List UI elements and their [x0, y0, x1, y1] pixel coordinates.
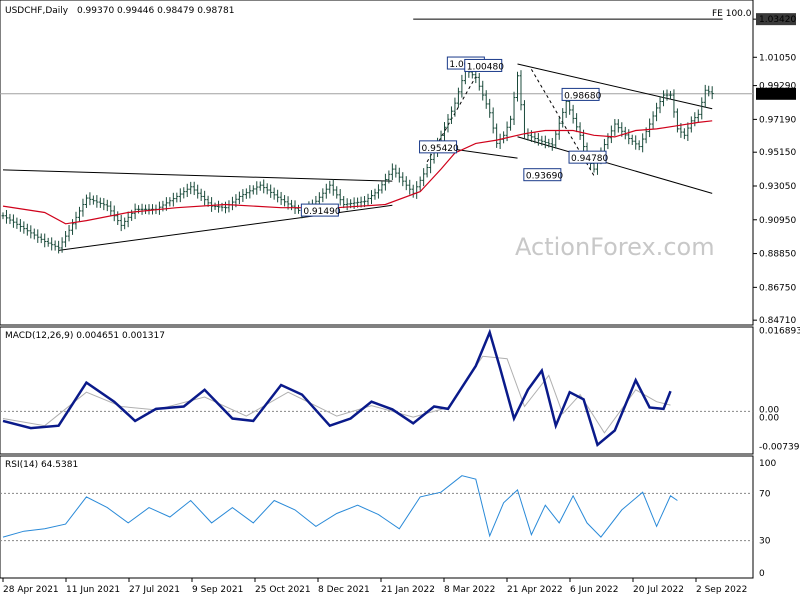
trendline: [517, 136, 713, 194]
date-axis-label: 11 Jun 2021: [66, 585, 120, 595]
rsi-panel-title: RSI(14) 64.5381: [5, 460, 78, 470]
date-axis-label: 6 Jun 2022: [570, 585, 618, 595]
macd-axis-label: 0.00: [759, 405, 779, 415]
date-axis-label: 9 Sep 2021: [192, 585, 243, 595]
date-axis-label: 20 Jul 2022: [633, 585, 684, 595]
price-panel-title: USDCHF,Daily 0.99370 0.99446 0.98479 0.9…: [5, 6, 234, 16]
price-label-text: 0.94780: [571, 154, 608, 164]
price-label-text: 0.91490: [303, 207, 340, 217]
price-axis-label: 0.99290: [759, 82, 796, 92]
rsi-axis-label: 70: [759, 489, 771, 499]
fe-tag-text: 1.03420: [759, 15, 796, 25]
macd-signal-line: [2, 355, 671, 434]
price-label-box: [523, 168, 562, 182]
fe-tag-box: [756, 13, 796, 26]
price-axis-label: 0.84710: [759, 316, 796, 326]
price-label-box: [419, 140, 458, 154]
macd-axis-label: 0.00: [759, 413, 779, 423]
price-axis-label: 1.01050: [759, 53, 796, 63]
rsi-plot: 100 70 30 0: [0, 459, 776, 579]
price-plot: FE 100.01.006301.004800.986800.954200.94…: [0, 9, 796, 326]
rsi-line: [2, 475, 678, 538]
price-axis-label: 0.88850: [759, 250, 796, 260]
price-label-box: [464, 58, 503, 72]
date-axis-label: 25 Oct 2021: [255, 585, 311, 595]
fe-level-label: FE 100.0: [712, 9, 752, 19]
price-label-text: 0.98680: [564, 91, 601, 101]
price-panel-frame: [0, 0, 754, 326]
date-axis: 28 Apr 2021 11 Jun 2021 27 Jul 2021 9 Sep 2…: [2, 578, 747, 595]
rsi-axis-label: 100: [759, 459, 776, 469]
ohlc-label: 0.99370 0.99446 0.98479 0.98781: [77, 6, 234, 16]
date-axis-label: 8 Mar 2022: [444, 585, 495, 595]
date-axis-label: 8 Dec 2021: [318, 585, 370, 595]
date-axis-label: 21 Jan 2022: [381, 585, 435, 595]
current-price-tag-text: 0.98781: [759, 90, 796, 100]
macd-plot: 0.016893 0.000.00 -0.007393: [0, 326, 800, 453]
watermark-text: ActionForex.com: [515, 233, 715, 261]
trendline: [2, 169, 393, 182]
date-axis-label: 21 Apr 2022: [507, 585, 563, 595]
price-label-box: [561, 87, 600, 101]
price-axis-label: 0.97190: [759, 115, 796, 125]
price-label-box: [300, 203, 339, 217]
macd-panel-title: MACD(12,26,9) 0.004651 0.001317: [5, 331, 165, 341]
macd-line: [2, 328, 672, 447]
current-price-tag-box: [756, 87, 796, 100]
price-label-box: [568, 150, 607, 164]
rsi-panel-frame: [0, 455, 754, 579]
price-axis-label: 0.90950: [759, 216, 796, 226]
price-label-text: 1.00480: [467, 62, 504, 72]
price-axis-label: 0.93050: [759, 182, 796, 192]
rsi-axis-label: 0: [759, 569, 765, 579]
date-axis-label: 2 Sep 2022: [696, 585, 747, 595]
price-axis-label: 0.86750: [759, 283, 796, 293]
date-axis-label: 28 Apr 2021: [3, 585, 59, 595]
price-axis-label: 0.95150: [759, 148, 796, 158]
macd-panel-frame: [0, 326, 754, 455]
date-axis-label: 27 Jul 2021: [129, 585, 180, 595]
price-label-text: 0.95420: [422, 144, 459, 154]
trendline: [517, 63, 713, 110]
symbol-label: USDCHF,Daily: [5, 6, 69, 16]
price-label-text: 0.93690: [526, 172, 563, 182]
macd-axis-label: -0.007393: [759, 443, 800, 453]
rsi-axis-label: 30: [759, 537, 771, 547]
macd-axis-label: 0.016893: [759, 326, 800, 336]
